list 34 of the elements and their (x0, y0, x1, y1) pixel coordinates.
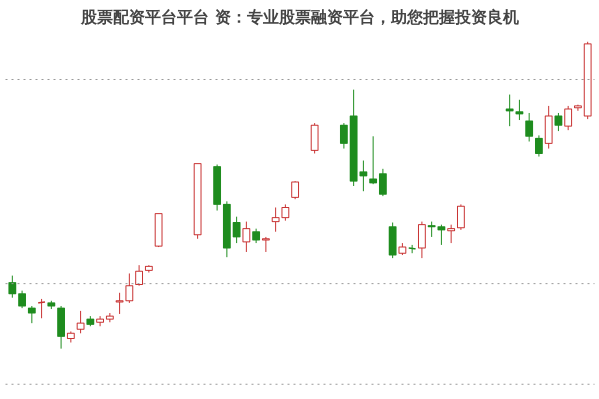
candlestick (535, 134, 543, 158)
candlestick (516, 99, 524, 121)
candlestick (418, 221, 426, 259)
candlestick (8, 275, 16, 298)
candlestick (291, 180, 300, 200)
candlestick (242, 221, 250, 252)
candlestick (359, 160, 368, 192)
candlestick (125, 272, 134, 304)
chart-title: 股票配资平台平台 资：专业股票融资平台，助您把握投资良机 (80, 8, 519, 26)
candlestick (37, 298, 46, 319)
candlestick (437, 224, 446, 246)
candlestick (272, 206, 280, 232)
candlestick (252, 228, 260, 244)
candlestick (564, 105, 572, 131)
candlestick (135, 264, 144, 286)
candlestick (554, 112, 562, 132)
candlestick (525, 112, 534, 142)
candlestick (506, 94, 514, 127)
candlestick (96, 316, 104, 327)
candlestick (106, 312, 114, 323)
candlestick (116, 292, 124, 314)
candlestick (456, 204, 465, 230)
candlestick (86, 316, 94, 327)
candlestick (428, 221, 436, 238)
candlestick (66, 330, 75, 343)
candlestick (447, 224, 456, 244)
candlestick (262, 236, 270, 252)
candlestick (369, 136, 378, 185)
candlestick (18, 290, 26, 309)
candlestick (281, 204, 290, 222)
candlestick (378, 168, 387, 197)
candlestick (76, 310, 84, 334)
candlestick (28, 305, 36, 324)
candlestick (398, 242, 406, 256)
